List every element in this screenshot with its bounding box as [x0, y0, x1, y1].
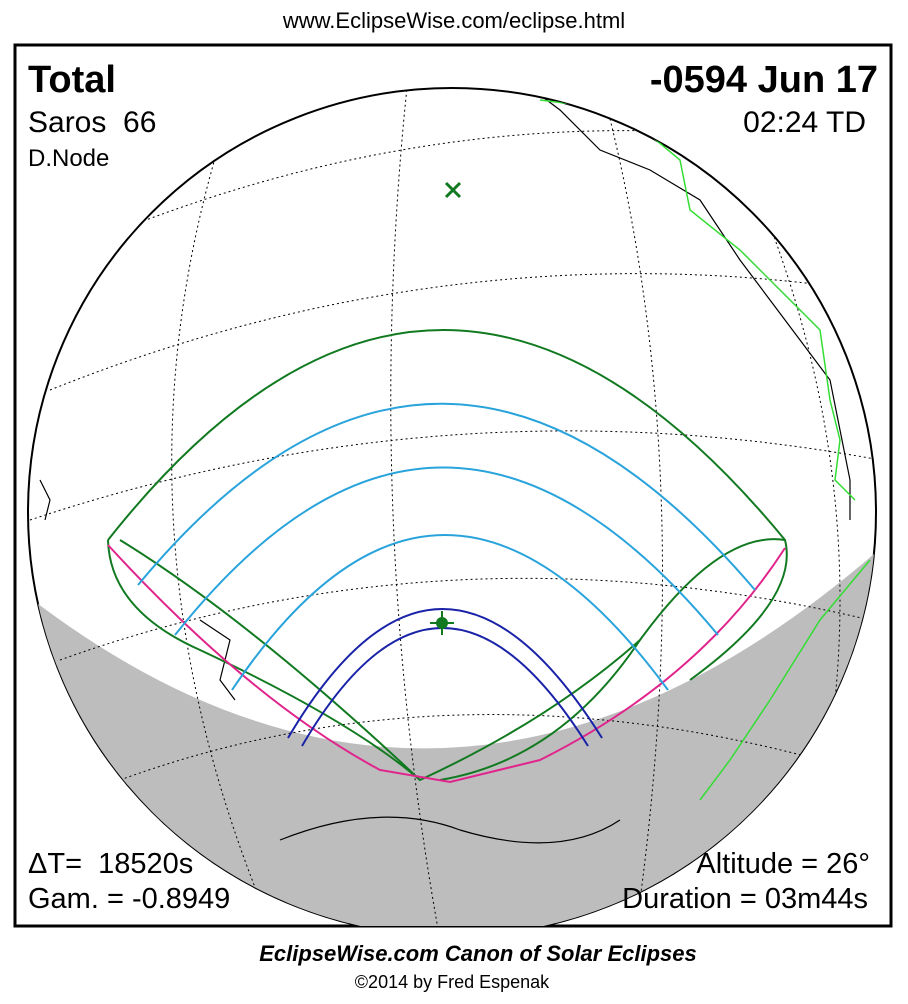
eclipse-date: -0594 Jun 17: [650, 59, 878, 101]
delta-t: ΔT= 18520s: [28, 848, 193, 880]
globe: [27, 87, 877, 926]
footer-copyright: ©2014 by Fred Espenak: [355, 972, 550, 992]
eclipse-time: 02:24 TD: [743, 106, 866, 139]
subsolar-point: [444, 181, 462, 199]
duration: Duration = 03m44s: [622, 883, 868, 915]
node: D.Node: [28, 145, 109, 172]
eclipse-type: Total: [28, 59, 116, 101]
night-side: [28, 540, 876, 926]
altitude: Altitude = 26°: [696, 848, 870, 880]
greatest-eclipse-cross: [430, 611, 454, 635]
gamma: Gam. = -0.8949: [28, 883, 230, 915]
header-url: www.EclipseWise.com/eclipse.html: [282, 8, 625, 33]
eclipse-path: [107, 329, 788, 784]
coast-highlight: [539, 99, 871, 801]
saros: Saros 66: [28, 106, 156, 139]
footer-title: EclipseWise.com Canon of Solar Eclipses: [259, 941, 697, 966]
